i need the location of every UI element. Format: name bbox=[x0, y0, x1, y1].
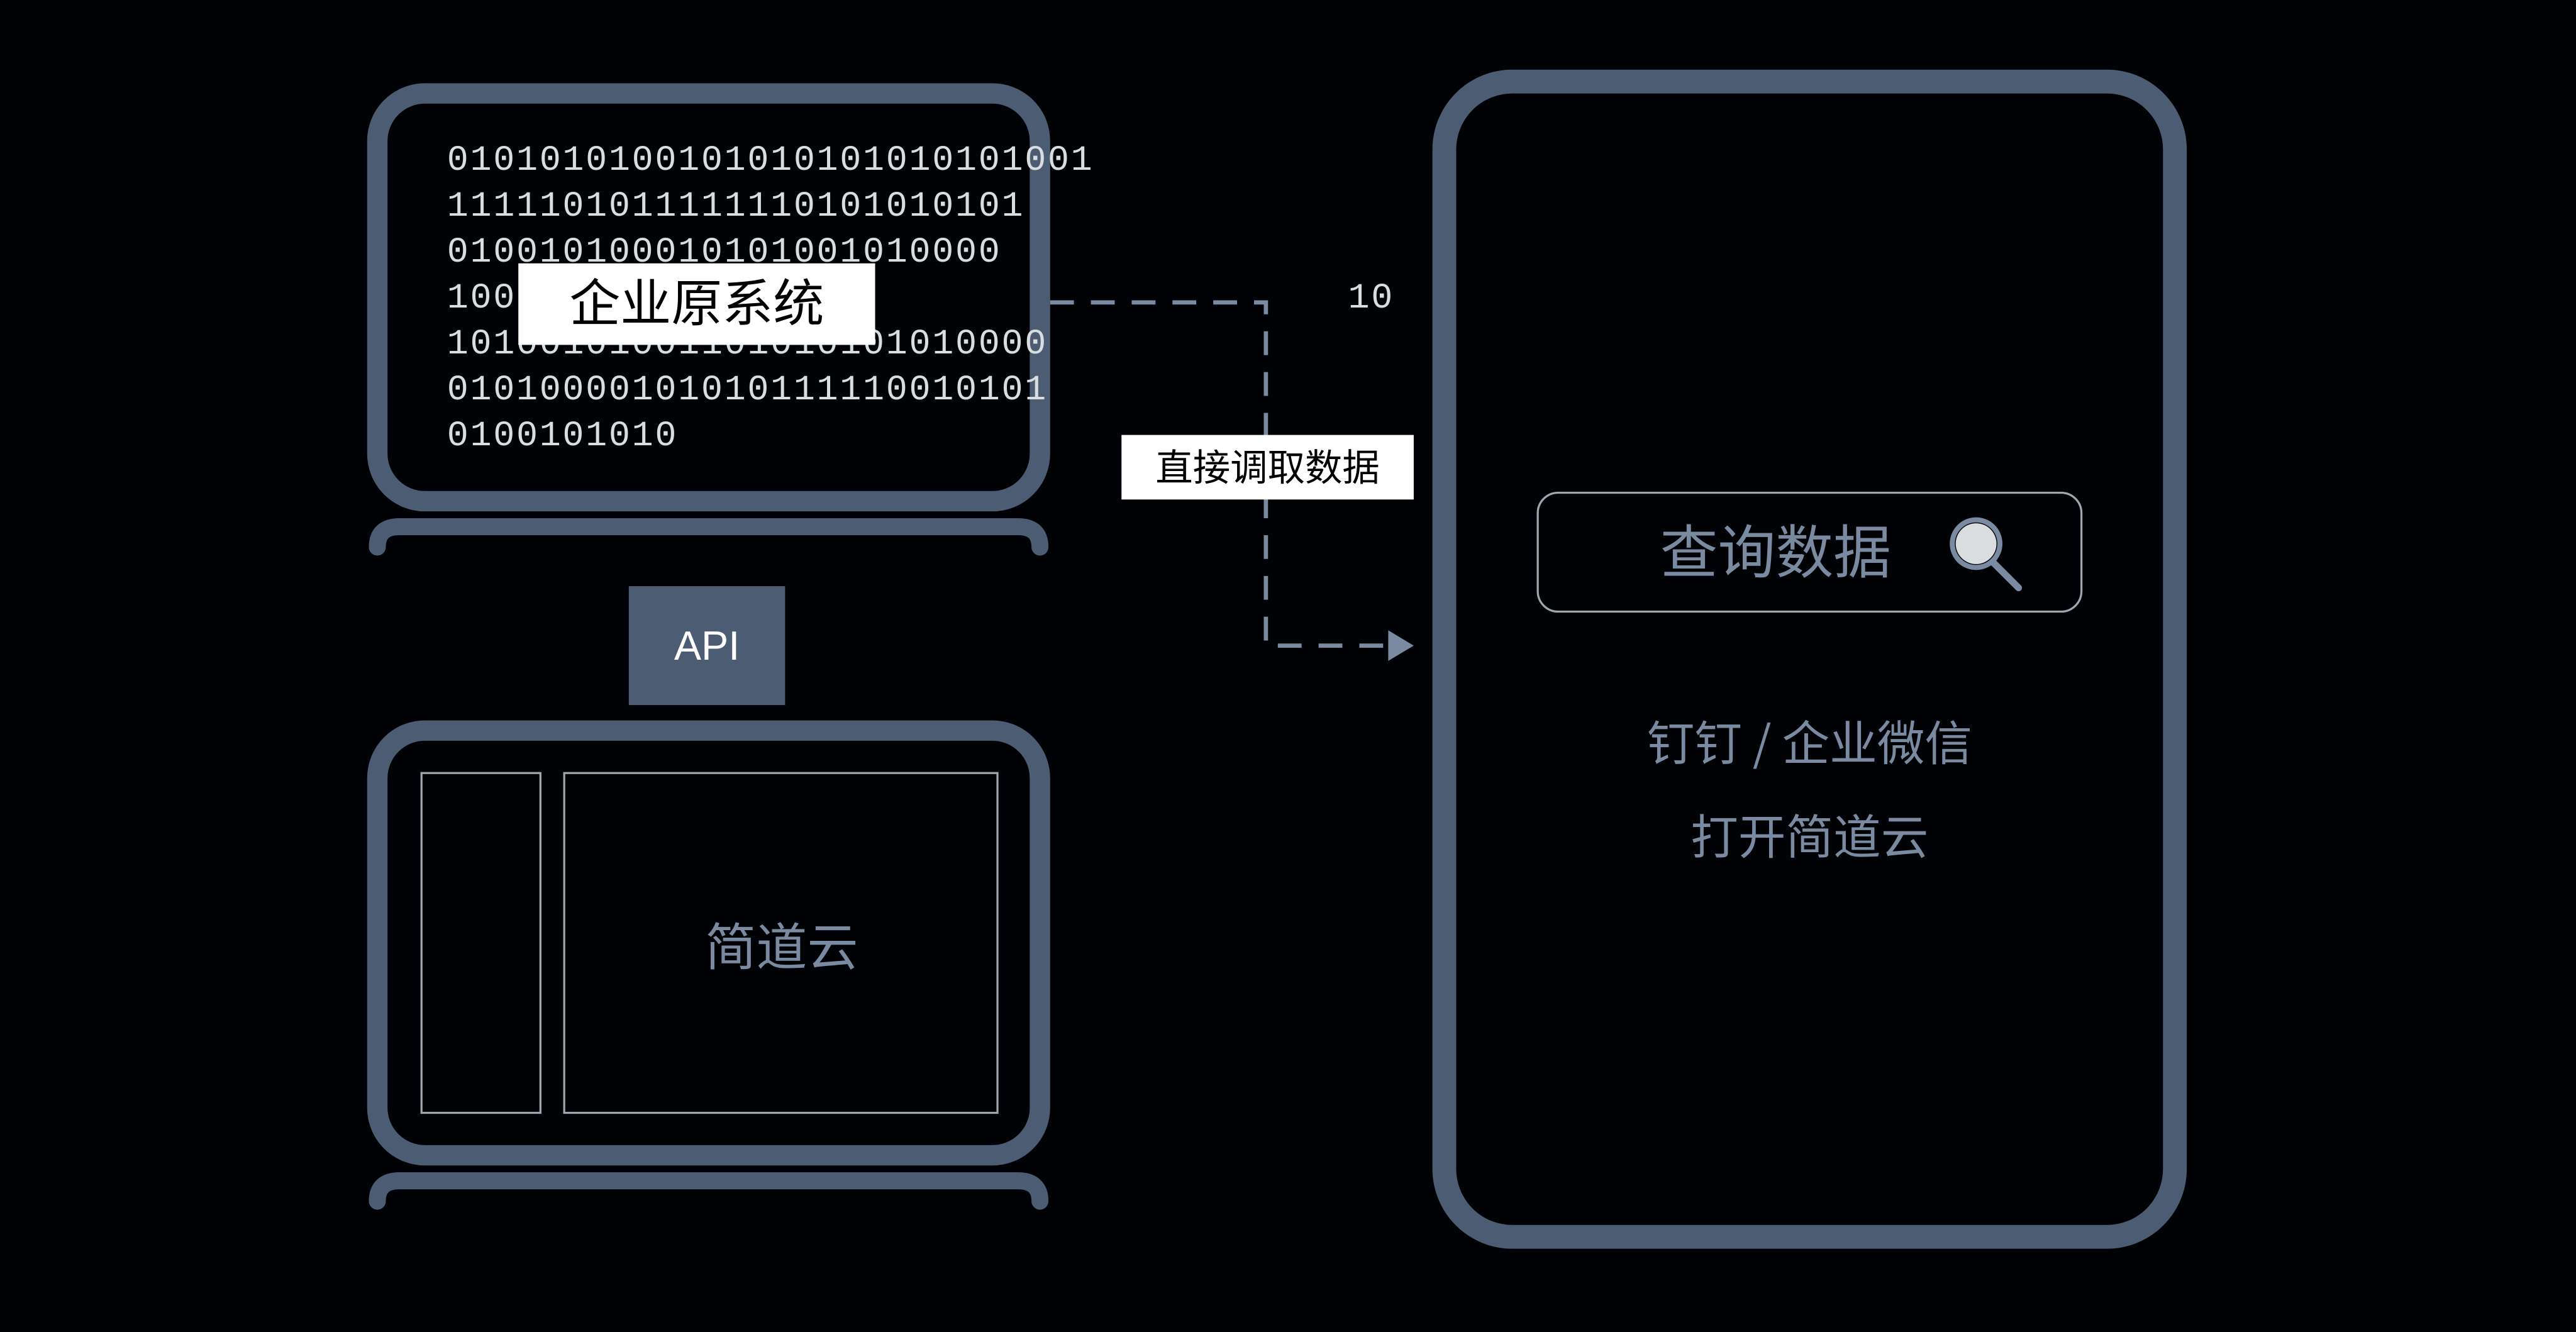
arrow-head-icon bbox=[1388, 630, 1414, 661]
binary-line: 0100101010 bbox=[447, 416, 678, 457]
phone-device: 查询数据 钉钉 / 企业微信 打开简道云 bbox=[1445, 82, 2175, 1237]
binary-line: 01010000101010111110010101 bbox=[447, 370, 1048, 411]
top-monitor-label-text: 企业原系统 bbox=[569, 263, 824, 336]
search-label: 查询数据 bbox=[1660, 506, 1891, 590]
architecture-diagram: 0101010100101010101010101001 11111010111… bbox=[0, 0, 2576, 1332]
bottom-monitor-stand bbox=[377, 1181, 1040, 1201]
phone-frame bbox=[1445, 82, 2175, 1237]
top-monitor-stand bbox=[377, 526, 1040, 547]
search-box[interactable]: 查询数据 bbox=[1538, 492, 2081, 611]
phone-subtext-1: 钉钉 / 企业微信 bbox=[1647, 705, 1972, 774]
search-icon bbox=[1952, 520, 2018, 588]
api-box: API bbox=[629, 586, 786, 705]
arrow-label: 直接调取数据 bbox=[1121, 435, 1414, 500]
bottom-monitor-label: 简道云 bbox=[705, 907, 858, 980]
binary-line: 1111101011111110101010101 bbox=[447, 187, 1024, 227]
api-label: API bbox=[674, 623, 740, 669]
data-flow-arrow: 直接调取数据 bbox=[1050, 302, 1414, 661]
bottom-monitor-sidebar-panel bbox=[421, 773, 540, 1113]
bottom-monitor: 简道云 bbox=[377, 731, 1040, 1201]
arrow-label-text: 直接调取数据 bbox=[1155, 438, 1380, 492]
binary-line: 0101010100101010101010101001 bbox=[447, 141, 1094, 181]
top-monitor-label: 企业原系统 bbox=[518, 263, 875, 345]
phone-subtext-2: 打开简道云 bbox=[1690, 799, 1928, 868]
